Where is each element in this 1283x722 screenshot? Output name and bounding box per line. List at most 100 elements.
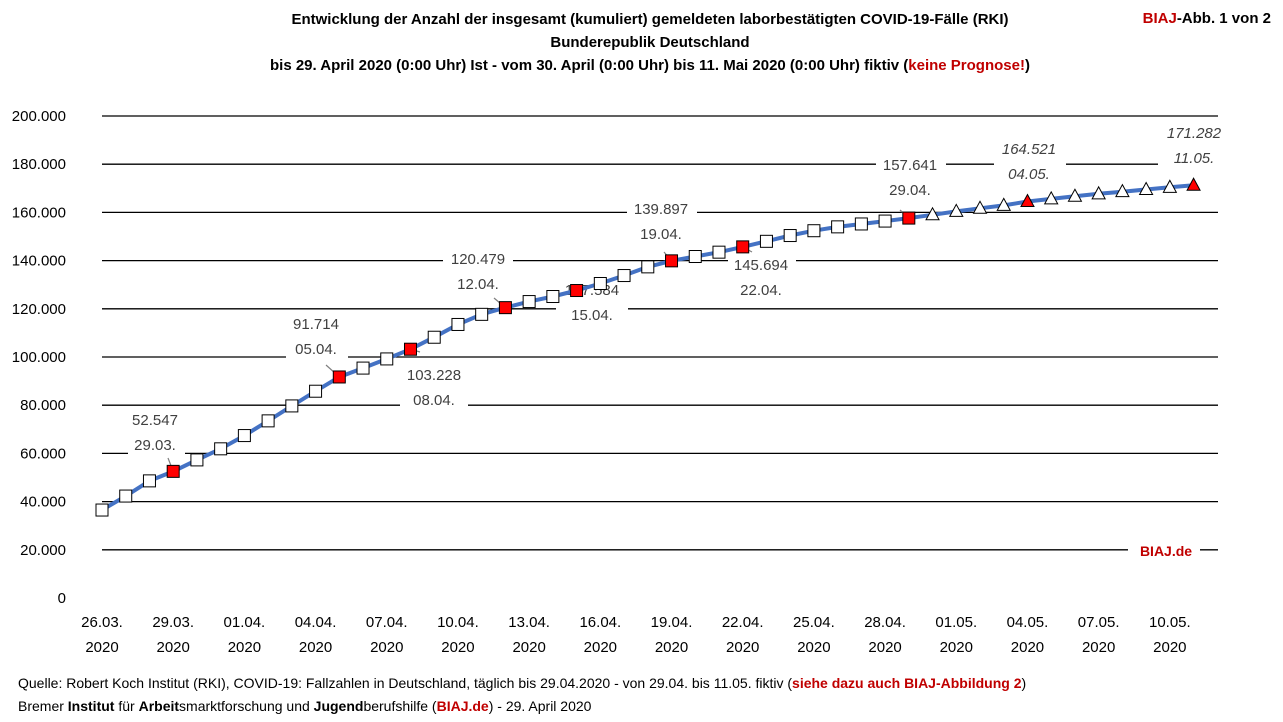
x-tick-label: 04.04. — [295, 614, 337, 631]
source-footer: Quelle: Robert Koch Institut (RKI), COVI… — [18, 672, 1026, 718]
publisher-text-3: smarktforschung und — [179, 698, 314, 714]
data-point-square — [831, 220, 845, 234]
data-point-triangle — [948, 203, 964, 217]
x-tick-year: 2020 — [299, 639, 332, 656]
annotation-value: 145.694 — [734, 257, 788, 274]
annotation-value: 103.228 — [407, 367, 461, 384]
x-tick-year: 2020 — [157, 639, 190, 656]
annotation-background — [627, 198, 697, 244]
annotation-value: 139.897 — [634, 201, 688, 218]
y-tick-label: 180.000 — [12, 156, 66, 173]
x-tick-year: 2020 — [584, 639, 617, 656]
chart-title-block: Entwicklung der Anzahl der insgesamt (ku… — [150, 8, 1150, 77]
data-point-square — [166, 464, 180, 478]
annotation-date: 08.04. — [413, 392, 455, 409]
data-point-square — [237, 429, 251, 443]
data-point-square — [309, 384, 323, 398]
data-point-square — [593, 276, 607, 290]
x-tick-label: 22.04. — [722, 614, 764, 631]
data-point-square — [261, 414, 275, 428]
data-point-square — [498, 301, 512, 315]
annotation-background — [728, 254, 796, 300]
data-point-triangle — [1115, 183, 1130, 198]
y-tick-label: 20.000 — [20, 542, 66, 559]
period-close: ) — [1024, 57, 1030, 74]
x-tick-year: 2020 — [726, 639, 759, 656]
data-point-square — [451, 317, 465, 331]
annotation-value: 52.547 — [132, 412, 178, 429]
data-point-square — [712, 245, 726, 259]
x-tick-year: 2020 — [868, 639, 901, 656]
data-point-triangle — [1067, 188, 1083, 202]
data-point-square — [214, 442, 228, 456]
y-tick-label: 140.000 — [12, 253, 66, 270]
figure-number: BIAJ-Abb. 1 von 2 — [1143, 10, 1271, 27]
data-point-triangle — [1162, 179, 1178, 193]
publisher-bold-3: Jugend — [313, 698, 364, 714]
data-point-square — [332, 370, 346, 384]
x-tick-year: 2020 — [655, 639, 688, 656]
x-tick-year: 2020 — [1082, 639, 1115, 656]
y-tick-label: 40.000 — [20, 494, 66, 511]
data-point-square — [285, 399, 299, 413]
x-tick-year: 2020 — [85, 639, 118, 656]
data-point-square — [475, 307, 489, 321]
annotation-value: 171.282 — [1167, 125, 1222, 142]
x-tick-label: 26.03. — [81, 614, 123, 631]
data-point-square — [665, 254, 679, 268]
data-point-square — [902, 211, 916, 225]
x-tick-label: 01.05. — [935, 614, 977, 631]
publisher-bold-2: Arbeit — [138, 698, 180, 714]
figure-number-text: -Abb. 1 von 2 — [1176, 10, 1271, 27]
data-point-triangle — [972, 200, 988, 214]
annotation-background — [400, 364, 468, 410]
annotation-date: 11.05. — [1174, 150, 1215, 167]
figure-brand: BIAJ — [1142, 10, 1177, 27]
annotation-date: 05.04. — [295, 341, 337, 358]
annotation-background — [128, 409, 185, 455]
data-point-square — [570, 284, 584, 298]
x-tick-label: 13.04. — [508, 614, 550, 631]
annotation-value: 91.714 — [293, 316, 339, 333]
data-point-square — [427, 330, 441, 344]
x-tick-year: 2020 — [797, 639, 830, 656]
annotation-date: 19.04. — [640, 226, 682, 243]
publisher-website: BIAJ.de — [436, 698, 489, 714]
chart-period-line: bis 29. April 2020 (0:00 Uhr) Ist - vom … — [150, 54, 1150, 77]
annotation-date: 15.04. — [571, 307, 613, 324]
data-point-square — [119, 489, 133, 503]
x-tick-label: 10.05. — [1149, 614, 1191, 631]
data-point-triangle — [1138, 181, 1154, 196]
source-text: Quelle: Robert Koch Institut (RKI), COVI… — [18, 675, 793, 691]
x-tick-year: 2020 — [441, 639, 474, 656]
publisher-line: Bremer Institut für Arbeitsmarktforschun… — [18, 695, 1026, 718]
annotation-value: 164.521 — [1002, 141, 1056, 158]
source-link-note: siehe dazu auch BIAJ-Abbildung 2 — [792, 675, 1022, 691]
data-point-square — [783, 229, 797, 243]
y-tick-label: 200.000 — [12, 108, 66, 125]
data-point-square — [190, 453, 204, 467]
x-tick-year: 2020 — [1153, 639, 1186, 656]
y-tick-label: 120.000 — [12, 301, 66, 318]
y-tick-label: 100.000 — [12, 349, 66, 366]
publisher-date: ) - 29. April 2020 — [488, 698, 592, 714]
x-tick-label: 29.03. — [152, 614, 194, 631]
chart-subtitle: Bunderepublik Deutschland — [550, 34, 750, 51]
x-tick-year: 2020 — [940, 639, 973, 656]
data-point-square — [142, 474, 156, 488]
data-point-square — [380, 352, 394, 366]
publisher-bold-1: Institut — [67, 698, 115, 714]
annotation-background — [286, 313, 348, 359]
data-point-square — [95, 503, 109, 517]
watermark-background — [1128, 540, 1200, 560]
annotation-background — [1158, 122, 1230, 168]
x-tick-label: 07.04. — [366, 614, 408, 631]
annotation-background — [994, 138, 1066, 184]
x-tick-label: 01.04. — [224, 614, 266, 631]
data-point-triangle — [1043, 190, 1059, 205]
data-point-triangle — [1020, 193, 1035, 208]
annotation-date: 22.04. — [740, 282, 782, 299]
y-tick-label: 80.000 — [20, 397, 66, 414]
y-tick-label: 160.000 — [12, 204, 66, 221]
